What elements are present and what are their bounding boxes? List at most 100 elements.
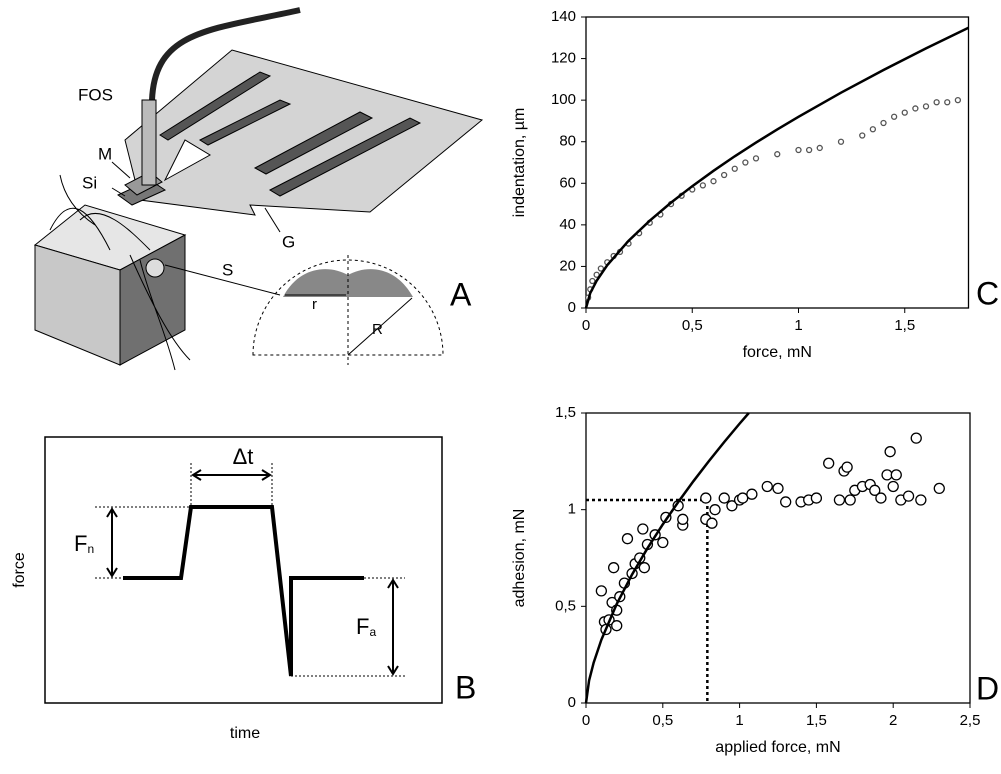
data-point bbox=[933, 482, 945, 495]
data-point bbox=[597, 265, 605, 272]
data-point bbox=[859, 132, 866, 139]
data-point bbox=[823, 457, 835, 469]
data-point bbox=[890, 469, 902, 481]
pointer-arrow bbox=[164, 264, 281, 296]
dotted-guides bbox=[95, 463, 405, 677]
data-point bbox=[881, 469, 893, 481]
y-tick-label: 100 bbox=[551, 91, 576, 108]
data-point bbox=[810, 492, 823, 504]
data-point bbox=[887, 480, 899, 493]
data-point bbox=[922, 103, 930, 110]
arrows bbox=[106, 469, 399, 676]
data-point bbox=[657, 536, 669, 549]
insect-legs bbox=[49, 174, 191, 371]
data-point bbox=[746, 488, 758, 500]
data-point bbox=[933, 99, 940, 106]
label-r: r bbox=[312, 296, 317, 313]
fa-base: F bbox=[356, 614, 369, 639]
y-tick-label: 80 bbox=[559, 133, 576, 150]
x-tick-label: 0 bbox=[582, 317, 590, 334]
x-tick-label: 0,5 bbox=[652, 712, 673, 729]
x-tick-label: 1 bbox=[735, 712, 743, 729]
data-point bbox=[774, 151, 781, 158]
data-point bbox=[816, 144, 823, 152]
x-tick-label: 1 bbox=[794, 317, 802, 334]
data-point bbox=[837, 138, 845, 145]
x-axis-title: time bbox=[230, 725, 260, 742]
y-tick-label: 20 bbox=[559, 257, 576, 274]
x-axis-title: force, mN bbox=[743, 344, 812, 361]
frame bbox=[44, 436, 443, 704]
fn-label: Fn bbox=[74, 531, 94, 556]
data-point bbox=[833, 494, 846, 506]
data-point bbox=[875, 492, 887, 504]
slot bbox=[159, 71, 272, 141]
force-signal bbox=[123, 505, 364, 677]
label-R: R bbox=[372, 321, 383, 338]
data-point bbox=[638, 562, 651, 574]
data-point bbox=[912, 105, 919, 112]
data-point bbox=[595, 585, 608, 597]
panel-label: C bbox=[976, 275, 999, 311]
y-tick-label: 140 bbox=[551, 8, 576, 25]
data-point bbox=[742, 159, 749, 166]
data-point bbox=[706, 517, 718, 529]
data-point bbox=[805, 146, 813, 154]
label-si: Si bbox=[82, 173, 97, 192]
m-leader bbox=[111, 161, 131, 179]
x-tick-label: 2 bbox=[889, 712, 897, 729]
y-tick-label: 1 bbox=[568, 501, 576, 518]
model-curve bbox=[584, 412, 750, 704]
label-s: S bbox=[222, 260, 233, 279]
data-point bbox=[915, 494, 927, 506]
data-point bbox=[589, 277, 596, 285]
x-tick-label: 0 bbox=[582, 712, 590, 729]
fos-probe bbox=[141, 99, 157, 186]
y-tick-label: 0 bbox=[568, 299, 576, 316]
data-point bbox=[720, 171, 728, 179]
data-point bbox=[700, 492, 712, 504]
data-point bbox=[884, 446, 896, 458]
fiber-cable bbox=[149, 7, 301, 101]
data-point bbox=[710, 178, 717, 185]
data-point bbox=[621, 533, 634, 545]
label-g: G bbox=[282, 232, 295, 251]
slot bbox=[268, 117, 422, 197]
delta-t-label: Δt bbox=[233, 444, 254, 469]
data-point bbox=[844, 494, 856, 506]
fa-label: Fa bbox=[356, 614, 376, 639]
triangle-cutout bbox=[163, 139, 211, 182]
data-point bbox=[954, 96, 962, 104]
data-point bbox=[880, 119, 887, 127]
data-point bbox=[901, 109, 908, 116]
x-axis-title: applied force, mN bbox=[715, 739, 840, 756]
R-arrow bbox=[347, 297, 413, 356]
data-point bbox=[752, 155, 760, 162]
data-point bbox=[910, 432, 922, 444]
data-point bbox=[709, 504, 721, 516]
y-axis-title: force bbox=[11, 552, 28, 588]
contact-cap bbox=[283, 269, 413, 297]
model-curve bbox=[584, 26, 970, 309]
panel-label: A bbox=[450, 276, 472, 312]
data-point bbox=[677, 513, 689, 525]
y-tick-label: 1,5 bbox=[555, 404, 576, 421]
y-tick-label: 0 bbox=[568, 694, 576, 711]
plot-frame bbox=[585, 412, 971, 704]
data-point bbox=[718, 492, 730, 504]
sensor-plate bbox=[124, 49, 484, 216]
data-point bbox=[780, 496, 792, 508]
data-point bbox=[841, 461, 853, 473]
data-point bbox=[869, 484, 881, 496]
fn-base: F bbox=[74, 531, 87, 556]
sphere-outline bbox=[252, 259, 444, 356]
panel-a bbox=[33, 7, 484, 371]
fn-sub: n bbox=[87, 542, 94, 556]
data-point bbox=[902, 490, 915, 502]
label-fos: FOS bbox=[78, 85, 113, 104]
y-tick-label: 60 bbox=[559, 174, 576, 191]
panel-label: D bbox=[976, 670, 999, 706]
y-tick-label: 40 bbox=[559, 216, 576, 233]
